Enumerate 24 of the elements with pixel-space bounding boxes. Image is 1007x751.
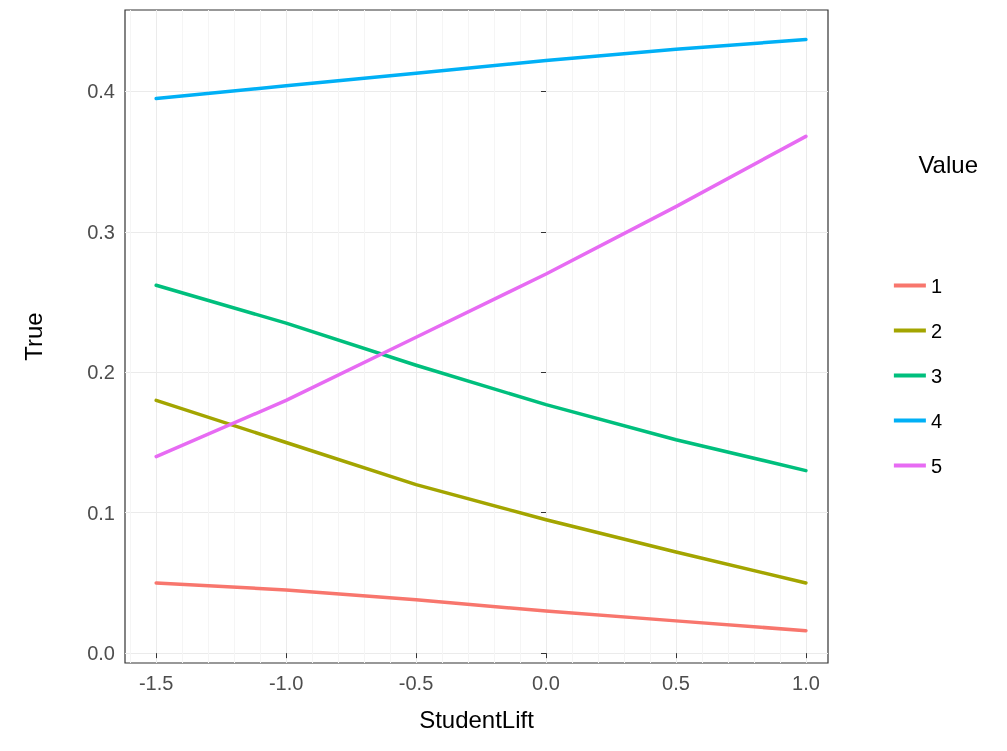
- x-tick-label: 0.5: [662, 672, 690, 694]
- x-tick-label: -1.5: [138, 672, 174, 694]
- legend-label: 3: [930, 364, 942, 387]
- x-tick-label: 1.0: [792, 672, 820, 694]
- y-tick-label: 0.2: [87, 361, 115, 384]
- y-tick-label: 0.4: [87, 80, 115, 103]
- legend-label: 5: [930, 454, 942, 477]
- x-tick-label: -1.0: [268, 672, 304, 694]
- legend-title: Value: [918, 150, 979, 178]
- line-series: [154, 37, 808, 101]
- x-axis-title: StudentLift: [419, 705, 535, 733]
- line-series: [154, 283, 808, 473]
- legend-label: 4: [930, 409, 942, 432]
- x-tick-label: -0.5: [398, 672, 434, 694]
- line-series: [154, 581, 808, 633]
- y-tick-label: 0.3: [87, 220, 115, 243]
- y-tick-label: 0.0: [87, 642, 115, 665]
- y-axis-title: True: [19, 312, 47, 361]
- x-tick-label: 0.0: [532, 672, 560, 694]
- legend-label: 1: [930, 274, 942, 297]
- y-tick-label: 0.1: [87, 501, 115, 524]
- line-series: [154, 134, 808, 459]
- legend-label: 2: [930, 319, 942, 342]
- line-series: [154, 398, 808, 585]
